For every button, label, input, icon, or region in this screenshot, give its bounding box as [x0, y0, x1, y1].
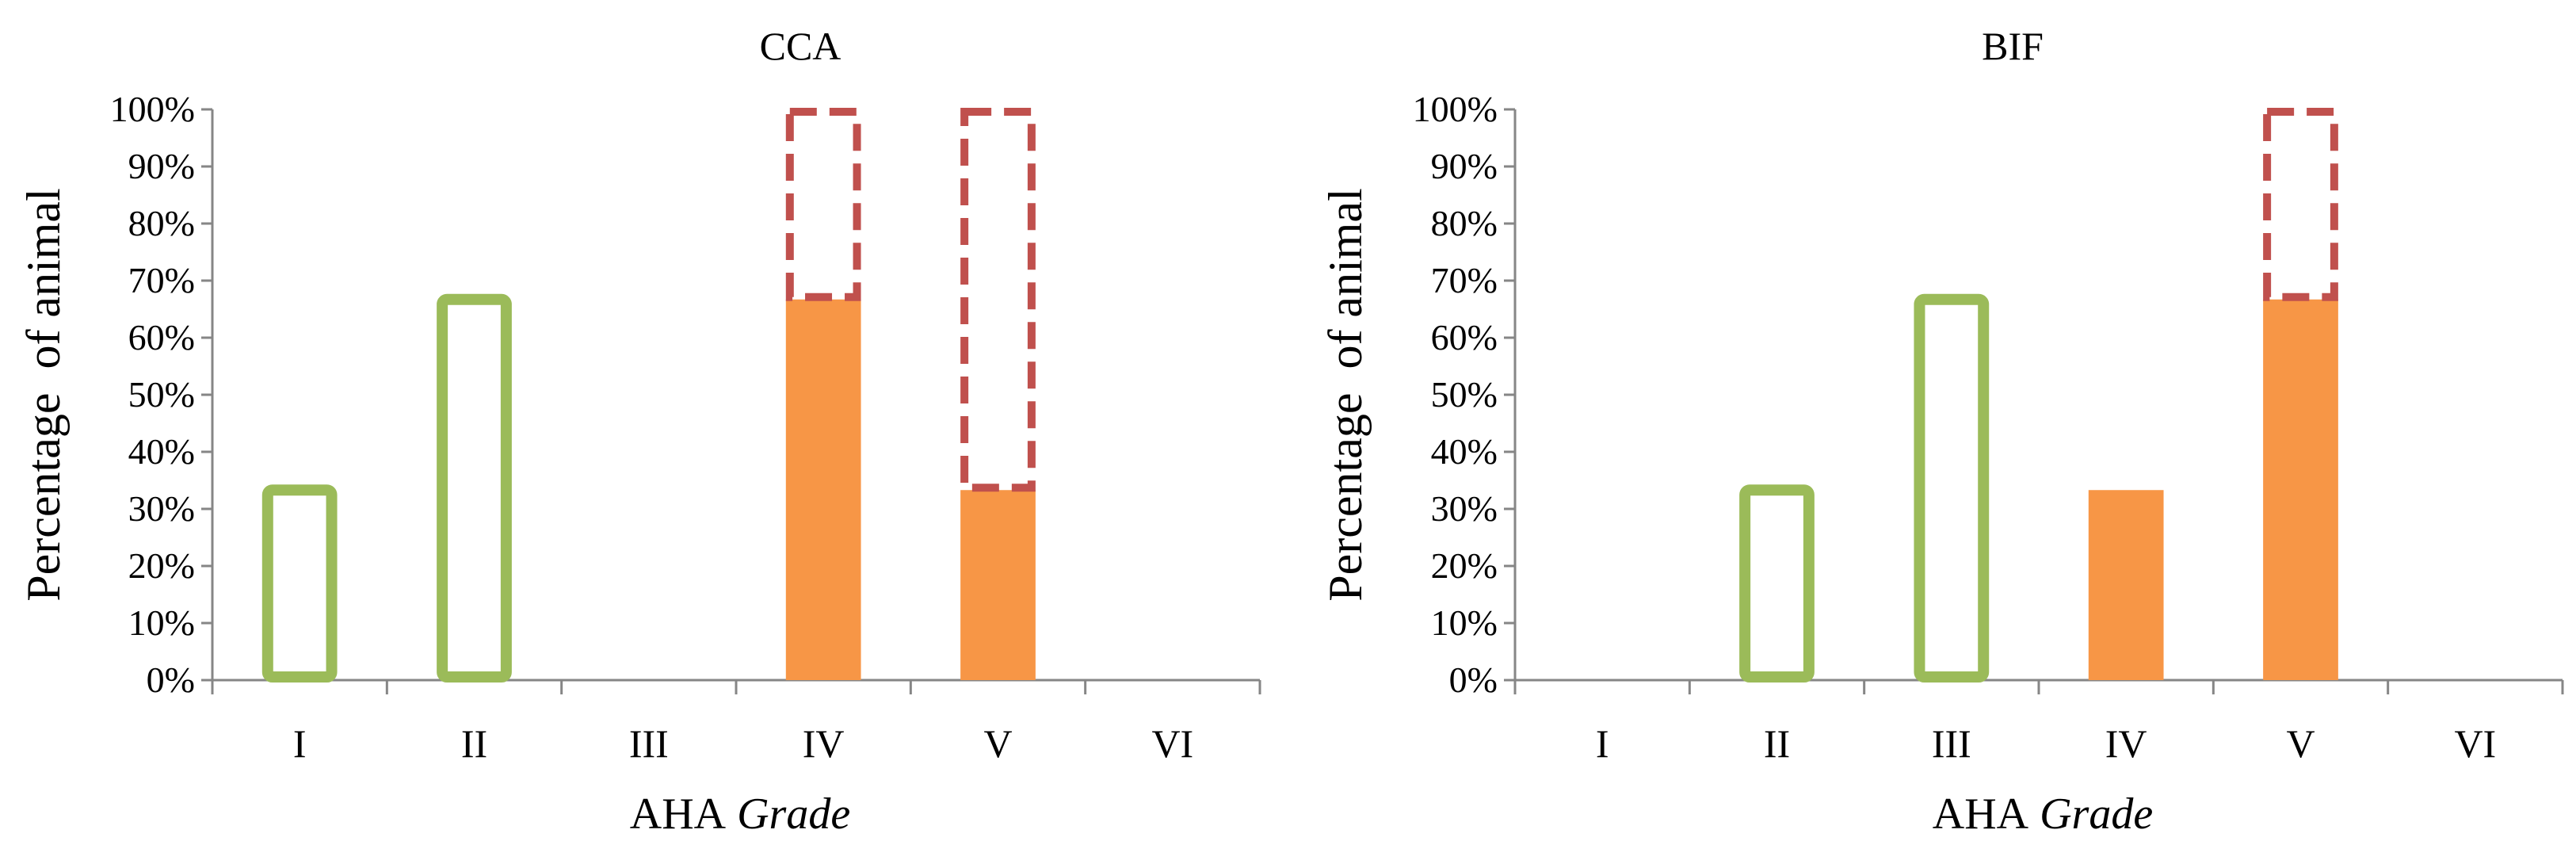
x-tick-label: I [293, 721, 307, 766]
x-tick-label: V [2286, 721, 2315, 766]
y-tick-label: 20% [128, 545, 195, 586]
y-tick-label: 40% [128, 431, 195, 472]
bar-green-outline [261, 484, 338, 682]
x-tick-label: IV [2105, 721, 2147, 766]
y-tick-label: 80% [128, 203, 195, 243]
bar-red-dashed [960, 108, 1036, 492]
bar-green-outline [1914, 293, 1990, 682]
y-tick-label: 100% [1413, 89, 1498, 129]
bar-orange-filled [785, 299, 861, 680]
y-axis-label: Percentage of animal [17, 188, 70, 601]
x-tick-label: II [1764, 721, 1790, 766]
x-tick-label: IV [803, 721, 845, 766]
y-tick-label: 60% [128, 317, 195, 358]
x-tick-label: I [1596, 721, 1609, 766]
x-axis-label: AHA Grade [1933, 790, 2153, 839]
x-tick-label: III [629, 721, 669, 766]
x-axis-label-main: AHA [1933, 790, 2029, 839]
y-tick-label: 30% [128, 488, 195, 529]
bar-red-dashed [785, 108, 861, 301]
x-axis-label-main: AHA [630, 790, 727, 839]
bar-orange-filled [2088, 490, 2164, 680]
y-axis-label: Percentage of animal [1319, 188, 1372, 601]
y-tick-label: 80% [1431, 203, 1498, 243]
x-axis-label-italic: Grade [737, 790, 850, 839]
y-tick-label: 70% [128, 260, 195, 300]
x-axis-label: AHA Grade [630, 790, 850, 839]
x-axis-label-space [2028, 790, 2040, 839]
x-axis-label-space [726, 790, 737, 839]
y-tick-label: 10% [128, 602, 195, 643]
bar-green-outline [1739, 484, 1815, 682]
y-tick-label: 40% [1431, 431, 1498, 472]
x-tick-label: VI [1151, 721, 1193, 766]
x-tick-label: II [461, 721, 487, 766]
y-tick-label: 50% [1431, 374, 1498, 415]
y-tick-label: 10% [1431, 602, 1498, 643]
bar-orange-filled [960, 490, 1036, 680]
y-tick-label: 70% [1431, 260, 1498, 300]
y-tick-label: 0% [1449, 660, 1498, 700]
x-tick-label: III [1932, 721, 1971, 766]
y-tick-label: 100% [110, 89, 195, 129]
chart-title: CCA [760, 24, 841, 68]
x-tick-label: V [983, 721, 1012, 766]
y-tick-label: 50% [128, 374, 195, 415]
bar-green-outline [437, 293, 512, 682]
y-tick-label: 30% [1431, 488, 1498, 529]
bar-orange-filled [2263, 299, 2338, 680]
y-tick-label: 0% [147, 660, 195, 700]
x-tick-label: VI [2454, 721, 2496, 766]
bar-red-dashed [2263, 108, 2338, 301]
y-tick-label: 60% [1431, 317, 1498, 358]
y-tick-label: 20% [1431, 545, 1498, 586]
x-axis-label-italic: Grade [2040, 790, 2153, 839]
y-tick-label: 90% [128, 146, 195, 186]
chart-title: BIF [1982, 24, 2044, 68]
y-tick-label: 90% [1431, 146, 1498, 186]
